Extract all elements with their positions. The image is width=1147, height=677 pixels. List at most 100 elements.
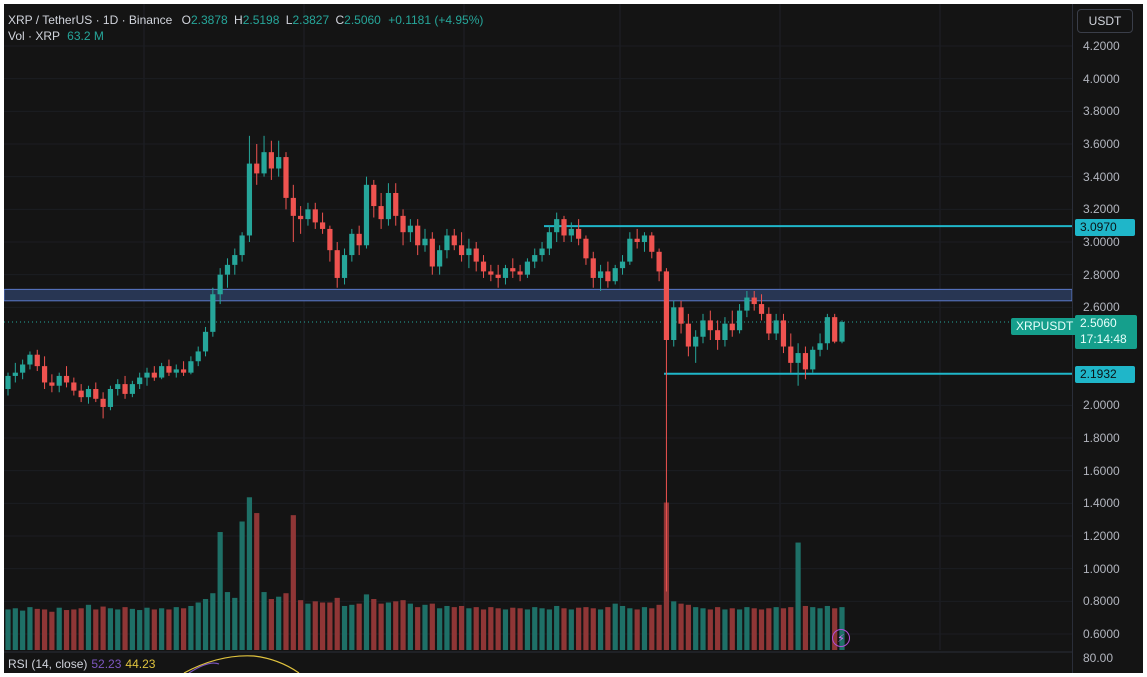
open-label: O bbox=[181, 13, 191, 27]
candle-body-56 bbox=[415, 225, 421, 246]
candle-body-89 bbox=[656, 251, 662, 272]
volume-bar-53 bbox=[393, 601, 399, 650]
volume-bar-13 bbox=[100, 606, 106, 650]
supply-zone bbox=[4, 288, 1072, 302]
volume-bar-15 bbox=[115, 609, 121, 650]
candle-body-82 bbox=[605, 271, 611, 282]
volume-bar-91 bbox=[671, 601, 677, 650]
candle-body-90 bbox=[663, 271, 670, 340]
candle-body-74 bbox=[546, 232, 552, 249]
candle-body-69 bbox=[510, 268, 516, 272]
candle-body-38 bbox=[283, 157, 289, 198]
volume-bar-72 bbox=[532, 607, 538, 650]
volume-bar-61 bbox=[451, 607, 457, 650]
price-tick-11: 1.6000 bbox=[1083, 463, 1120, 478]
candle-body-112 bbox=[824, 317, 830, 344]
candle-body-85 bbox=[627, 238, 633, 262]
volume-bar-95 bbox=[700, 608, 706, 650]
volume-label[interactable]: Vol · XRP bbox=[8, 29, 60, 43]
volume-bar-86 bbox=[634, 609, 640, 650]
volume-bar-40 bbox=[298, 600, 304, 650]
candle-body-50 bbox=[371, 184, 377, 207]
volume-bar-66 bbox=[488, 607, 494, 650]
volume-bar-19 bbox=[144, 607, 150, 650]
volume-bar-35 bbox=[261, 592, 267, 650]
candle-body-57 bbox=[422, 238, 428, 246]
high-value: 2.5198 bbox=[242, 13, 280, 27]
volume-row: Vol · XRP 63.2 M bbox=[8, 28, 483, 44]
volume-bar-64 bbox=[473, 607, 479, 650]
volume-bar-38 bbox=[283, 593, 289, 650]
candle-body-76 bbox=[561, 219, 567, 236]
candle-body-113 bbox=[832, 317, 838, 342]
volume-bar-85 bbox=[627, 608, 633, 650]
candle-body-39 bbox=[290, 197, 296, 216]
candle-body-73 bbox=[539, 248, 545, 256]
chart-canvas[interactable] bbox=[4, 4, 1072, 673]
candle-body-103 bbox=[758, 304, 765, 314]
volume-bar-81 bbox=[597, 609, 604, 650]
candle-body-46 bbox=[341, 255, 348, 278]
volume-bar-106 bbox=[780, 608, 787, 650]
volume-bar-37 bbox=[276, 596, 282, 650]
volume-bar-29 bbox=[217, 532, 223, 650]
volume-bar-6 bbox=[49, 611, 55, 650]
volume-value: 63.2 M bbox=[67, 29, 104, 43]
price-tick-13: 1.2000 bbox=[1083, 529, 1120, 543]
candle-body-27 bbox=[202, 331, 209, 352]
candle-body-81 bbox=[597, 271, 604, 278]
candle-body-71 bbox=[524, 261, 531, 275]
candle-body-6 bbox=[49, 382, 55, 386]
volume-bar-5 bbox=[41, 609, 48, 650]
volume-bar-67 bbox=[495, 608, 501, 650]
volume-bar-63 bbox=[466, 608, 472, 650]
candle-body-68 bbox=[502, 268, 509, 278]
volume-bar-112 bbox=[824, 605, 830, 650]
chart-window[interactable]: XRP / TetherUS · 1D · Binance O2.3878 H2… bbox=[4, 4, 1143, 673]
candle-body-97 bbox=[715, 330, 721, 340]
candle-body-61 bbox=[451, 235, 457, 246]
open-value: 2.3878 bbox=[190, 13, 228, 27]
volume-bar-74 bbox=[546, 609, 552, 650]
volume-bar-87 bbox=[641, 607, 648, 650]
candle-body-1 bbox=[12, 372, 18, 376]
close-value: 2.5060 bbox=[344, 13, 381, 27]
volume-bar-97 bbox=[715, 607, 721, 650]
close-label: C bbox=[335, 13, 345, 27]
price-tick-16: 0.6000 bbox=[1083, 627, 1120, 641]
volume-bar-107 bbox=[788, 607, 794, 650]
volume-bar-108 bbox=[795, 542, 801, 650]
candle-body-109 bbox=[802, 353, 809, 370]
rsi-value: 52.23 bbox=[91, 657, 122, 671]
volume-bar-41 bbox=[305, 603, 311, 650]
candle-body-37 bbox=[276, 157, 282, 169]
candle-body-7 bbox=[56, 375, 62, 386]
lightning-icon[interactable]: ⚡ bbox=[832, 629, 850, 647]
rsi-label[interactable]: RSI (14, close) bbox=[8, 657, 88, 671]
candle-body-101 bbox=[744, 297, 750, 311]
volume-bar-57 bbox=[422, 604, 428, 650]
volume-bar-59 bbox=[437, 608, 443, 650]
rsi-ma-curve bbox=[183, 655, 300, 673]
currency-button[interactable]: USDT bbox=[1077, 9, 1133, 33]
volume-bar-0 bbox=[5, 609, 11, 650]
volume-bar-31 bbox=[232, 597, 238, 650]
volume-bar-105 bbox=[773, 607, 779, 650]
volume-bar-70 bbox=[517, 608, 523, 650]
symbol-title[interactable]: XRP / TetherUS · 1D · Binance bbox=[8, 13, 173, 27]
volume-bar-100 bbox=[736, 609, 743, 650]
candle-body-91 bbox=[671, 307, 677, 340]
candle-body-67 bbox=[495, 274, 501, 278]
price-axis[interactable]: 4.2000 4.0000 3.8000 3.6000 3.4000 3.2000 3.00… bbox=[1072, 4, 1143, 673]
candle-body-22 bbox=[166, 366, 172, 373]
volume-bar-46 bbox=[341, 605, 348, 650]
volume-bar-75 bbox=[554, 605, 560, 650]
volume-bar-80 bbox=[590, 608, 596, 650]
candle-body-104 bbox=[766, 313, 772, 334]
volume-bar-39 bbox=[290, 515, 296, 650]
volume-bar-82 bbox=[605, 607, 611, 650]
volume-bar-43 bbox=[319, 602, 326, 650]
volume-bar-62 bbox=[458, 605, 465, 650]
volume-bar-1 bbox=[12, 608, 18, 650]
volume-bar-47 bbox=[349, 604, 355, 650]
